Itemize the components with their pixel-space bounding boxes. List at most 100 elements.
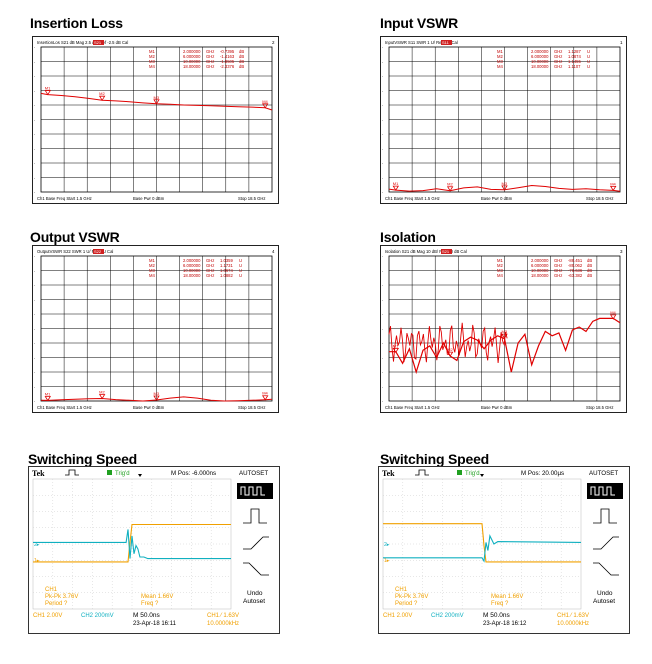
marker-value-unit: dB xyxy=(239,64,244,69)
switching-speed-scope-1: Tek Trig'd M Pos: -6.000ns AUTOSET 1▸ 2▸ CH1 Pk… xyxy=(28,466,280,634)
marker-name: M3 xyxy=(149,59,155,64)
marker-freq-unit: GHz xyxy=(206,49,214,54)
marker-value-unit: U xyxy=(587,59,590,64)
trigger-icon xyxy=(65,469,79,476)
meas-ch1-label: CH1 xyxy=(395,587,408,593)
marker-freq: 18.00000 xyxy=(183,273,201,278)
y-tick-label: - xyxy=(382,118,384,122)
marker-name: M4 xyxy=(149,64,155,69)
marker-label: M3 xyxy=(502,329,508,334)
marker-symbol xyxy=(98,394,106,400)
timestamp: 23-Apr-18 16:12 xyxy=(483,621,527,627)
marker-label: M4 xyxy=(262,391,268,396)
footer-start: Ch1 Base Freq Start 1.5 GHz xyxy=(37,196,92,201)
footer-power: Base Pwr 0 dBm xyxy=(481,196,513,201)
marker-freq-unit: GHz xyxy=(554,54,562,59)
marker-name: M4 xyxy=(149,273,155,278)
channel-badge xyxy=(93,249,104,254)
trace-ch1 xyxy=(33,523,231,563)
marker-freq: 18.00000 xyxy=(531,273,549,278)
footer-stop: Stop 18.5 GHz xyxy=(238,196,265,201)
marker-label: M3 xyxy=(154,95,160,100)
rising-edge-icon xyxy=(243,536,269,550)
channel-label: S11 xyxy=(442,40,450,45)
y-tick-label: - xyxy=(382,269,384,273)
marker-label: M1 xyxy=(393,343,399,348)
isolation-title: Isolation xyxy=(380,229,436,245)
insertion-loss-chart: InsertionLos S21 dB Mag 2.5 dB/ Ref -2.5… xyxy=(32,36,279,204)
marker-freq: 10.00000 xyxy=(531,268,549,273)
marker-freq: 18.00000 xyxy=(183,64,201,69)
y-tick-label: - xyxy=(34,46,36,50)
marker-freq-unit: GHz xyxy=(554,59,562,64)
square-wave-glyph xyxy=(240,486,265,496)
marker-symbol xyxy=(392,185,400,191)
autoset-label: AUTOSET xyxy=(239,470,268,477)
falling-edge-icon xyxy=(593,562,619,576)
insertion-loss-title: Insertion Loss xyxy=(30,15,123,31)
y-tick-label: - xyxy=(34,104,36,108)
ch2-scale: CH2 200mV xyxy=(431,613,464,619)
channel-label: S22 xyxy=(94,249,102,254)
trigger-frequency: 10.0000kHz xyxy=(557,621,589,627)
y-tick-label: - xyxy=(34,342,36,346)
marker-label: M2 xyxy=(99,389,105,394)
y-tick-label: - xyxy=(34,356,36,360)
marker-value: 1.0359 xyxy=(220,258,233,263)
y-tick-label: - xyxy=(382,356,384,360)
footer-start: Ch1 Base Freq Start 1.5 GHz xyxy=(385,405,440,410)
y-tick-label: - xyxy=(382,327,384,331)
input-vswr-title: Input VSWR xyxy=(380,15,459,31)
meas-ch1-label: CH1 xyxy=(45,587,58,593)
marker-value: -86.451 xyxy=(568,258,583,263)
marker-freq: 6.000000 xyxy=(183,54,201,59)
meas-mean: Mean 1.66V xyxy=(141,594,173,600)
marker-label: M2 xyxy=(447,182,453,187)
y-tick-label: - xyxy=(382,162,384,166)
brand-logo: Tek xyxy=(32,469,45,478)
marker-name: M3 xyxy=(497,268,503,273)
marker-freq: 10.00000 xyxy=(531,59,549,64)
marker-symbol xyxy=(153,99,160,105)
na-header: InputVSWR S11 SWR 1 U/ Ref 1 U Cal xyxy=(385,40,458,45)
marker-freq-unit: GHz xyxy=(206,273,214,278)
marker-value-unit: dB xyxy=(239,49,244,54)
trace-ch2 xyxy=(383,534,582,563)
footer-stop: Stop 18.5 GHz xyxy=(238,405,265,410)
marker-name: M1 xyxy=(497,258,503,263)
y-tick-label: - xyxy=(382,60,384,64)
square-wave-glyph xyxy=(590,486,615,496)
marker-value: 1.0874 xyxy=(568,54,581,59)
marker-value: 1.1731 xyxy=(220,263,233,268)
marker-value: -0.7395 xyxy=(220,49,235,54)
trig-status-icon xyxy=(457,470,462,475)
y-tick-label: - xyxy=(34,298,36,302)
y-tick-label: - xyxy=(34,385,36,389)
trigger-level: CH1 ⁄ 1.63V xyxy=(557,613,589,619)
y-tick-label: - xyxy=(34,118,36,122)
marker-value: 1.1287 xyxy=(568,49,581,54)
marker-name: M2 xyxy=(149,54,155,59)
channel-label: S21 xyxy=(442,249,450,254)
switching-speed-scope-2: Tek Trig'd M Pos: 20.00µs AUTOSET 1▸ 2▸ CH1 Pk-… xyxy=(378,466,630,634)
marker-freq: 6.000000 xyxy=(531,263,549,268)
marker-name: M1 xyxy=(497,49,503,54)
trigger-icon xyxy=(415,469,429,476)
marker-label: M4 xyxy=(610,310,616,315)
meas-pkpk: Pk-Pk 3.76V xyxy=(45,594,78,600)
trigger-position-icon xyxy=(480,474,484,477)
y-tick-label: - xyxy=(382,400,384,404)
meas-period: Period ? xyxy=(395,601,418,607)
marker-label: M2 xyxy=(99,91,105,96)
pulse-icon xyxy=(243,508,267,524)
footer-power: Base Pwr 0 dBm xyxy=(133,405,165,410)
window-number: 4 xyxy=(272,249,275,254)
marker-freq-unit: GHz xyxy=(554,64,562,69)
y-tick-label: - xyxy=(382,313,384,317)
marker-name: M4 xyxy=(497,64,503,69)
meas-pkpk: Pk-Pk 3.76V xyxy=(395,594,428,600)
y-tick-label: - xyxy=(382,147,384,151)
y-tick-label: - xyxy=(34,147,36,151)
y-tick-label: - xyxy=(382,191,384,195)
marker-label: M3 xyxy=(154,391,160,396)
